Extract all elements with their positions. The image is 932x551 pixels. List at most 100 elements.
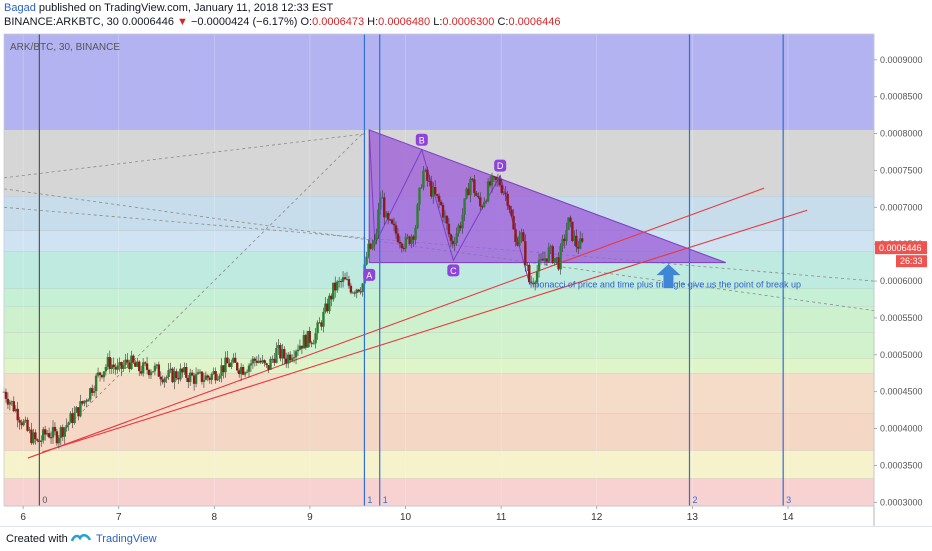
candle-body-147 [290, 358, 294, 361]
trend-line-0 [27, 187, 765, 459]
y-tick-label-12: 0.0009000 [880, 55, 923, 65]
candle-body-41 [83, 400, 86, 404]
candle-body-136 [269, 358, 272, 370]
candle-body-204 [402, 247, 406, 249]
candle-body-281 [553, 258, 556, 263]
x-axis-ticks: 6 7 8 9 10 11 12 13 14 [20, 506, 794, 523]
candle-body-112 [222, 365, 225, 373]
candle-body-246 [484, 201, 488, 203]
candle-body-189 [373, 240, 376, 245]
y-tick-label-6: 0.0006000 [880, 276, 923, 286]
candle-body-250 [492, 176, 496, 178]
up-arrow-icon [656, 264, 681, 289]
candle-body-73 [145, 363, 149, 370]
candle-body-40 [81, 401, 84, 404]
candle-body-245 [482, 201, 486, 207]
footer: Created with TradingView [0, 526, 932, 551]
author-link[interactable]: Bagad [4, 2, 36, 14]
time-line-label-3: 2 [692, 495, 697, 505]
y-tick-label-3: 0.0004500 [880, 387, 923, 397]
candle-body-6 [14, 408, 17, 412]
candle-body-155 [306, 330, 309, 348]
created-with-text: Created with [6, 533, 68, 545]
candles [2, 165, 584, 449]
candle-body-46 [92, 391, 96, 393]
candle-body-80 [159, 376, 162, 380]
fib-band-10 [4, 413, 874, 451]
candle-body-176 [347, 279, 351, 286]
fib-band-12 [4, 478, 874, 506]
candle-body-54 [108, 357, 112, 369]
candle-body-75 [149, 372, 153, 376]
candle-body-97 [192, 375, 196, 384]
plot-frame [3, 33, 875, 507]
candle-body-62 [124, 359, 127, 365]
candle-body-138 [273, 358, 276, 363]
candle-body-224 [441, 204, 445, 218]
dashed-line-1 [61, 133, 363, 433]
fib-price-bands [4, 34, 874, 507]
open-label: O: [300, 16, 313, 28]
point-label-1: B [419, 135, 425, 145]
candle-body-9 [20, 422, 23, 426]
candle-body-160 [316, 322, 319, 334]
candle-body-123 [243, 372, 247, 375]
last-price-box [875, 241, 927, 255]
candle-body-44 [89, 388, 92, 400]
x-tick-label-1: 7 [116, 512, 122, 523]
x-tick-label-5: 11 [496, 512, 507, 523]
close-value: 0.0006446 [508, 16, 561, 28]
candle-body-93 [185, 366, 188, 378]
candle-body-240 [473, 179, 476, 194]
candle-body-157 [310, 342, 313, 344]
candle-body-236 [465, 188, 468, 199]
candle-body-98 [194, 374, 198, 384]
candle-body-171 [337, 281, 341, 283]
tradingview-link[interactable]: TradingView [96, 533, 157, 545]
candle-body-203 [400, 243, 404, 248]
candle-body-280 [551, 246, 554, 263]
candle-body-277 [545, 258, 549, 262]
candle-body-50 [100, 375, 104, 378]
candle-body-172 [339, 281, 343, 283]
candle-body-248 [488, 181, 492, 186]
candle-body-124 [245, 371, 249, 373]
candle-body-24 [49, 437, 53, 439]
candle-body-148 [292, 357, 296, 359]
candle-body-187 [369, 243, 372, 249]
candle-body-7 [16, 408, 19, 421]
candle-body-262 [516, 241, 519, 246]
candle-body-103 [204, 375, 208, 381]
candle-body-291 [573, 235, 576, 241]
candle-body-128 [253, 358, 257, 361]
candle-body-76 [151, 371, 155, 373]
y-tick-label-11: 0.0008500 [880, 92, 923, 102]
candle-body-200 [394, 225, 398, 234]
candle-body-175 [345, 279, 349, 281]
point-label-3: D [497, 161, 504, 171]
candle-body-220 [433, 186, 437, 195]
candle-body-202 [398, 241, 402, 244]
candle-body-91 [181, 368, 184, 373]
chart-header: Bagad published on TradingView.com, Janu… [0, 0, 932, 30]
candle-body-215 [424, 169, 427, 171]
tradingview-logo-icon [70, 534, 92, 542]
point-badge-2 [447, 264, 460, 277]
candle-body-89 [177, 378, 180, 380]
y-tick-label-8: 0.0007000 [880, 202, 923, 212]
candle-body-25 [51, 426, 55, 438]
fib-band-11 [4, 450, 874, 479]
y-tick-label-9: 0.0007500 [880, 165, 923, 175]
candle-body-45 [90, 388, 94, 393]
candle-body-178 [351, 292, 355, 294]
candle-body-71 [141, 362, 145, 374]
candle-body-14 [30, 429, 33, 444]
candle-body-100 [198, 371, 202, 373]
fib-band-0 [4, 34, 874, 130]
candle-body-226 [445, 215, 449, 224]
candle-body-74 [147, 369, 151, 376]
candle-body-129 [255, 360, 259, 363]
candle-body-139 [275, 347, 278, 363]
candle-body-237 [467, 188, 470, 196]
